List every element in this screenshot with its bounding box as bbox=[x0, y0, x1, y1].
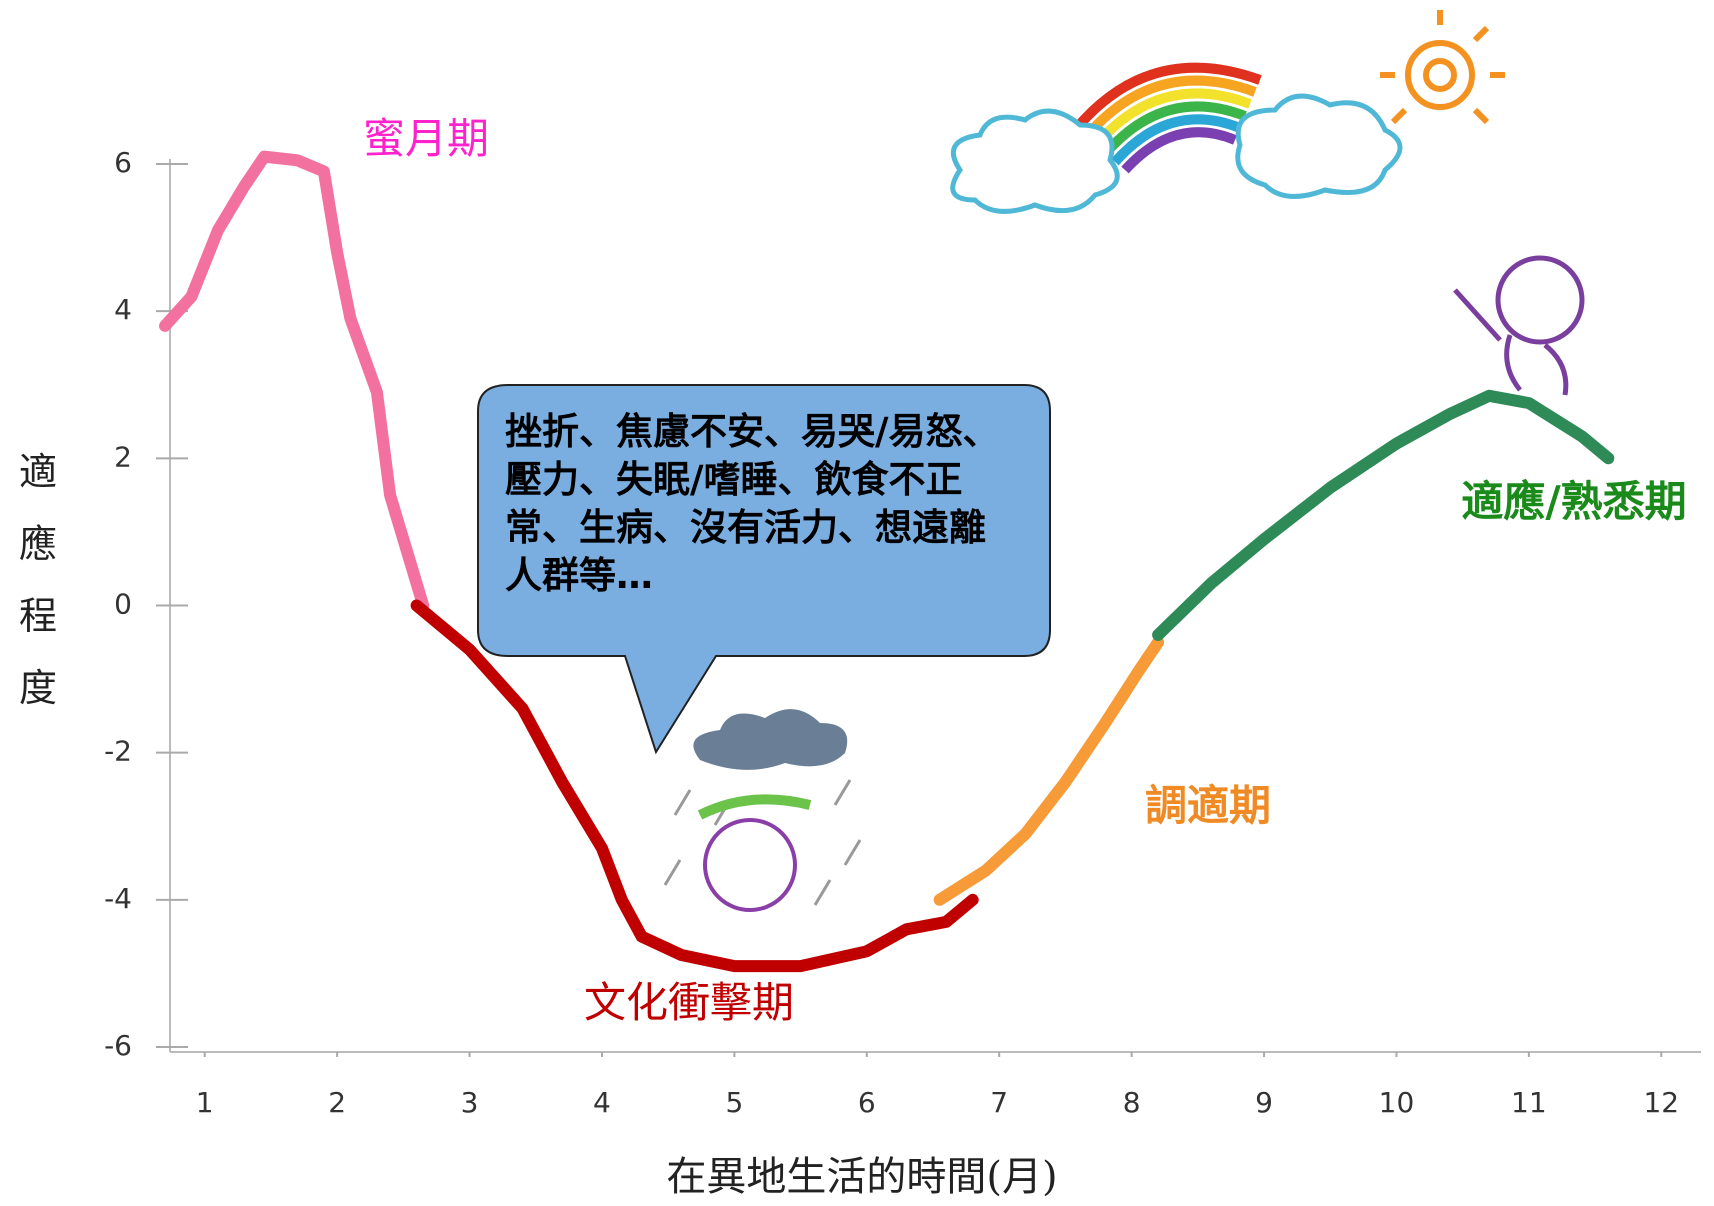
series-line bbox=[159, 150, 430, 612]
x-tick-label: 10 bbox=[1379, 1086, 1415, 1119]
series-line bbox=[1152, 389, 1615, 641]
bubble-text: 挫折、焦慮不安、易哭/易怒、壓力、失眠/嗜睡、飲食不正常、生病、沒有活力、想遠離… bbox=[505, 410, 1000, 597]
series-label: 調適期 bbox=[1145, 781, 1271, 830]
y-tick-label: 6 bbox=[114, 146, 132, 179]
series-label: 蜜月期 bbox=[363, 114, 489, 163]
series-label: 文化衝擊期 bbox=[584, 978, 794, 1027]
x-tick-label: 1 bbox=[196, 1086, 214, 1119]
sun bbox=[1380, 10, 1505, 125]
y-tick-label: -6 bbox=[104, 1029, 132, 1062]
x-tick-label: 11 bbox=[1511, 1086, 1547, 1119]
x-axis-title: 在異地生活的時間(月) bbox=[666, 1154, 1057, 1200]
x-tick-label: 12 bbox=[1643, 1086, 1679, 1119]
y-axis-title: 適應程度 bbox=[19, 450, 57, 710]
speech-bubble bbox=[477, 384, 1051, 755]
x-tick-label: 4 bbox=[593, 1086, 611, 1119]
x-tick-label: 6 bbox=[858, 1086, 876, 1119]
y-tick-label: 0 bbox=[114, 588, 132, 621]
y-tick-label: -2 bbox=[104, 735, 132, 768]
series-line bbox=[410, 599, 979, 973]
x-tick-label: 9 bbox=[1255, 1086, 1273, 1119]
rainbow-cloud bbox=[950, 62, 1403, 214]
x-tick-label: 8 bbox=[1123, 1086, 1141, 1119]
series-line bbox=[933, 636, 1165, 906]
x-tick-label: 3 bbox=[461, 1086, 479, 1119]
series-label: 適應/熟悉期 bbox=[1461, 477, 1686, 526]
x-tick-label: 2 bbox=[328, 1086, 346, 1119]
rain-cloud bbox=[663, 709, 862, 912]
y-tick-label: -4 bbox=[104, 882, 132, 915]
x-tick-label: 7 bbox=[990, 1086, 1008, 1119]
happy-figure bbox=[1453, 255, 1585, 396]
y-tick-label: 4 bbox=[114, 293, 132, 326]
y-tick-label: 2 bbox=[114, 440, 132, 473]
x-tick-label: 5 bbox=[725, 1086, 743, 1119]
